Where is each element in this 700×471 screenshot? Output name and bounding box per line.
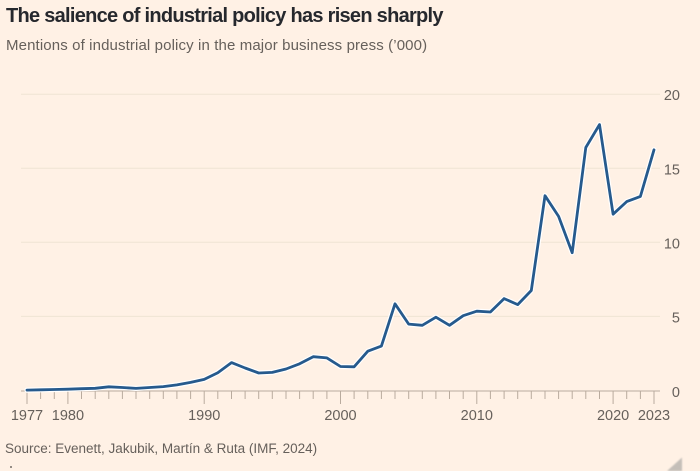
svg-text:2000: 2000: [324, 408, 356, 424]
svg-text:10: 10: [664, 236, 680, 252]
svg-text:15: 15: [664, 162, 680, 178]
svg-text:2023: 2023: [638, 408, 670, 424]
svg-text:0: 0: [672, 385, 680, 401]
svg-text:20: 20: [664, 88, 680, 104]
svg-text:1980: 1980: [52, 408, 84, 424]
svg-text:1977: 1977: [11, 408, 43, 424]
svg-text:5: 5: [672, 310, 680, 326]
svg-text:2020: 2020: [597, 408, 629, 424]
svg-text:2010: 2010: [461, 408, 493, 424]
svg-text:1990: 1990: [188, 408, 220, 424]
